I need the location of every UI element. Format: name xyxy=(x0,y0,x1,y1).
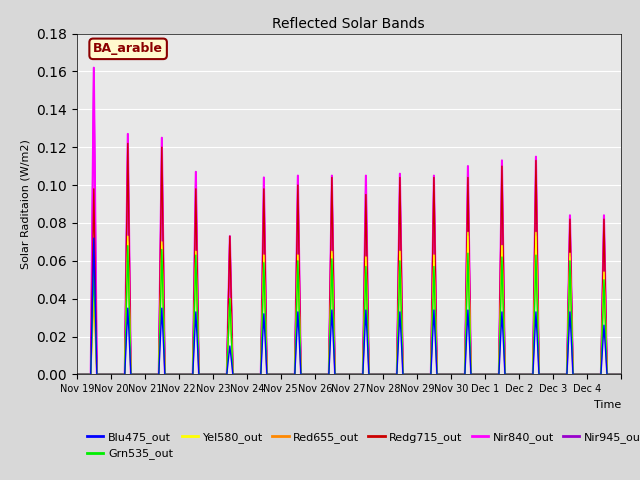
Nir840_out xyxy=(501,372,509,377)
Nir945_out xyxy=(73,372,81,377)
Y-axis label: Solar Raditaion (W/m2): Solar Raditaion (W/m2) xyxy=(20,139,31,269)
Nir945_out xyxy=(184,372,192,377)
Text: BA_arable: BA_arable xyxy=(93,42,163,55)
Grn535_out xyxy=(467,351,474,357)
Nir840_out xyxy=(534,287,541,293)
Red655_out xyxy=(617,372,625,377)
Nir840_out xyxy=(419,372,426,377)
Nir840_out xyxy=(611,372,619,377)
Red655_out xyxy=(464,233,472,239)
Nir840_out xyxy=(617,372,625,377)
Grn535_out xyxy=(617,372,625,377)
Nir945_out xyxy=(611,372,619,377)
Line: Redg715_out: Redg715_out xyxy=(77,144,621,374)
Red655_out xyxy=(611,372,619,377)
Nir945_out xyxy=(501,372,509,377)
Grn535_out xyxy=(124,243,132,249)
Yel580_out xyxy=(501,372,509,377)
Nir840_out xyxy=(90,65,98,71)
Nir945_out xyxy=(467,337,474,343)
Grn535_out xyxy=(184,372,192,377)
X-axis label: Time: Time xyxy=(593,400,621,409)
Yel580_out xyxy=(419,372,426,377)
Yel580_out xyxy=(534,316,541,322)
Redg715_out xyxy=(617,372,625,377)
Yel580_out xyxy=(184,372,192,377)
Redg715_out xyxy=(611,372,619,377)
Blu475_out xyxy=(534,347,541,353)
Blu475_out xyxy=(501,372,509,377)
Blu475_out xyxy=(90,235,98,241)
Grn535_out xyxy=(73,372,81,377)
Redg715_out xyxy=(184,372,192,377)
Yel580_out xyxy=(464,229,472,235)
Redg715_out xyxy=(534,288,541,294)
Yel580_out xyxy=(73,372,81,377)
Blu475_out xyxy=(419,372,426,377)
Red655_out xyxy=(184,372,192,377)
Redg715_out xyxy=(419,372,426,377)
Blu475_out xyxy=(73,372,81,377)
Grn535_out xyxy=(419,372,426,377)
Nir945_out xyxy=(617,372,625,377)
Grn535_out xyxy=(534,325,541,331)
Line: Red655_out: Red655_out xyxy=(77,236,621,374)
Yel580_out xyxy=(617,372,625,377)
Red655_out xyxy=(73,372,81,377)
Yel580_out xyxy=(467,348,474,354)
Blu475_out xyxy=(617,372,625,377)
Legend: Blu475_out, Grn535_out, Yel580_out, Red655_out, Redg715_out, Nir840_out, Nir945_: Blu475_out, Grn535_out, Yel580_out, Red6… xyxy=(83,428,640,464)
Line: Yel580_out: Yel580_out xyxy=(77,232,621,374)
Red655_out xyxy=(534,318,541,324)
Nir945_out xyxy=(90,65,98,71)
Nir945_out xyxy=(419,372,426,377)
Line: Nir945_out: Nir945_out xyxy=(77,68,621,374)
Redg715_out xyxy=(467,339,474,345)
Redg715_out xyxy=(501,372,509,377)
Line: Blu475_out: Blu475_out xyxy=(77,238,621,374)
Yel580_out xyxy=(611,372,619,377)
Redg715_out xyxy=(73,372,81,377)
Line: Grn535_out: Grn535_out xyxy=(77,246,621,374)
Line: Nir840_out: Nir840_out xyxy=(77,68,621,374)
Red655_out xyxy=(419,372,426,377)
Red655_out xyxy=(467,348,474,354)
Nir840_out xyxy=(467,337,474,343)
Redg715_out xyxy=(124,141,132,146)
Nir945_out xyxy=(534,287,541,293)
Grn535_out xyxy=(611,372,619,377)
Nir840_out xyxy=(184,372,192,377)
Blu475_out xyxy=(184,372,192,377)
Nir840_out xyxy=(73,372,81,377)
Blu475_out xyxy=(467,361,474,367)
Grn535_out xyxy=(501,372,509,377)
Blu475_out xyxy=(611,372,619,377)
Title: Reflected Solar Bands: Reflected Solar Bands xyxy=(273,17,425,31)
Red655_out xyxy=(501,372,509,377)
